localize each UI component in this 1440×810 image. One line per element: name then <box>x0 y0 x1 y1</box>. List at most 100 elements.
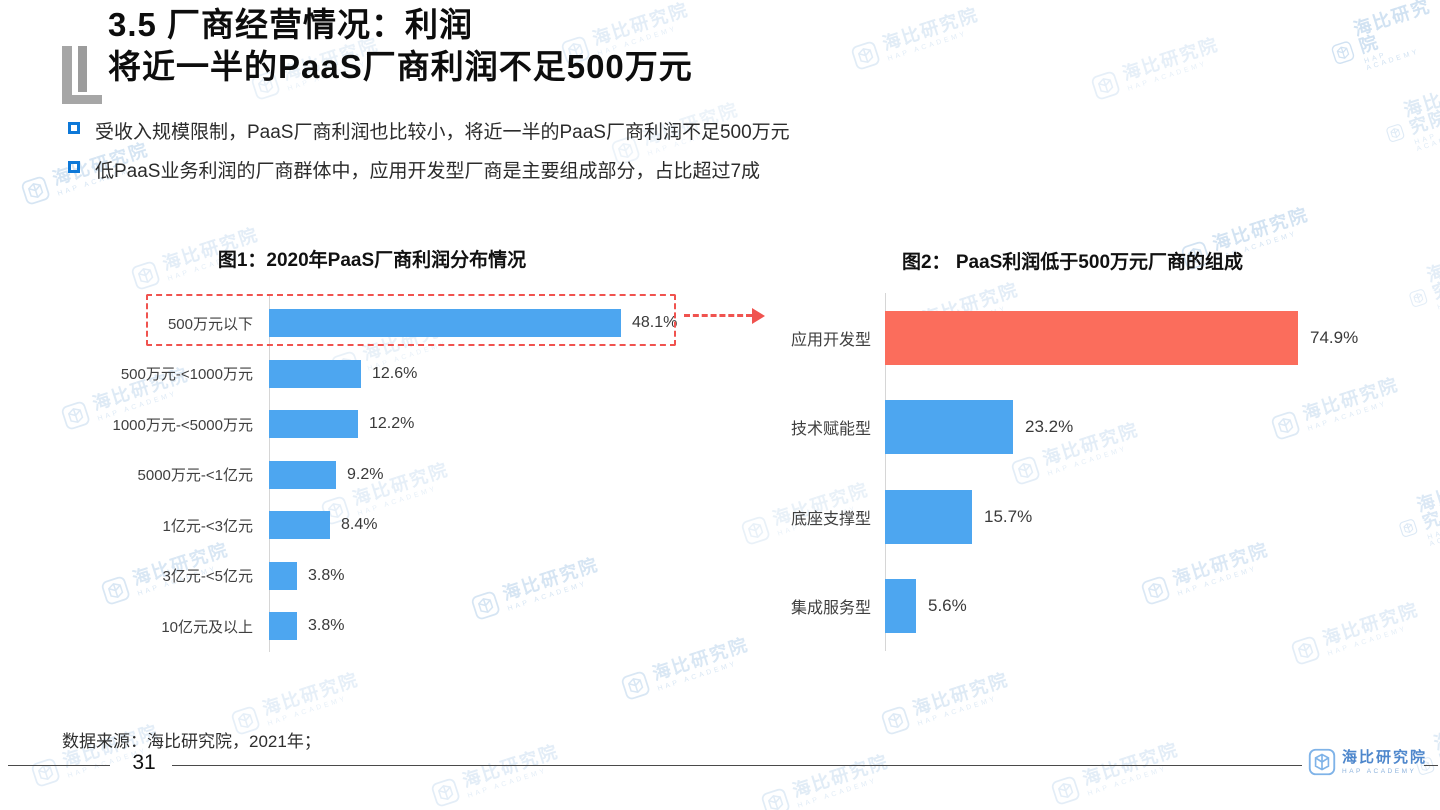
value-label: 23.2% <box>1025 417 1074 437</box>
category-label: 1亿元-<3亿元 <box>162 517 253 535</box>
value-label: 3.8% <box>308 617 345 635</box>
watermark-subtext: HAP ACADEMY <box>466 767 549 800</box>
value-label: 12.6% <box>372 364 418 382</box>
bar-row: 1亿元-<3亿元 8.4% <box>62 500 682 551</box>
bar <box>269 359 361 388</box>
bracket-bar <box>62 95 102 104</box>
footer-rule-left <box>8 765 110 766</box>
slide-title-line1: 3.5 厂商经营情况：利润 <box>108 6 474 43</box>
bar <box>269 410 358 439</box>
bar-row: 技术赋能型 23.2% <box>770 383 1375 473</box>
bar <box>885 579 916 634</box>
brand-logo: 海比研究院 HAP ACADEMY <box>1308 748 1427 776</box>
highlight-arrow-head-icon <box>752 308 765 324</box>
bar <box>885 310 1298 365</box>
watermark-subtext: HAP ACADEMY <box>796 777 879 810</box>
bar <box>269 460 336 489</box>
bar-row: 500万元-<1000万元 12.6% <box>62 349 682 400</box>
square-bullet-icon <box>68 161 80 173</box>
bar-row: 底座支撑型 15.7% <box>770 472 1375 562</box>
bullet-item: 受收入规模限制，PaaS厂商利润也比较小，将近一半的PaaS厂商利润不足500万… <box>68 117 790 144</box>
data-source-note: 数据来源：海比研究院，2021年； <box>62 732 321 751</box>
value-label: 5.6% <box>928 596 967 616</box>
page-number: 31 <box>132 751 156 774</box>
bullet-list: 受收入规模限制，PaaS厂商利润也比较小，将近一半的PaaS厂商利润不足500万… <box>68 117 790 195</box>
brand-logo-text: 海比研究院 <box>1342 748 1428 766</box>
cube-3d-icon <box>881 706 910 735</box>
category-label: 技术赋能型 <box>790 421 871 439</box>
bullet-text: 受收入规模限制，PaaS厂商利润也比较小，将近一半的PaaS厂商利润不足500万… <box>95 122 790 143</box>
chart1-title: 图1：2020年PaaS厂商利润分布情况 <box>217 250 527 271</box>
watermark-text: 海比研究院 <box>1120 34 1222 85</box>
category-label: 500万元以下 <box>167 315 253 333</box>
value-label: 12.2% <box>369 415 415 433</box>
watermark-subtext: HAP ACADEMY <box>886 30 969 63</box>
value-label: 9.2% <box>347 465 384 483</box>
cube-3d-icon <box>851 41 880 70</box>
bullet-text: 低PaaS业务利润的厂商群体中，应用开发型厂商是主要组成部分，占比超过7成 <box>95 161 761 182</box>
chart2-axis-line <box>885 293 886 651</box>
highlight-dashed-box <box>146 294 676 346</box>
category-label: 5000万元-<1亿元 <box>137 467 253 485</box>
watermark-subtext: HAP ACADEMY <box>1126 60 1209 93</box>
chart2-plot: 应用开发型 74.9% 技术赋能型 23.2% 底座支撑型 15.7% 集成服务型 5.6% <box>770 293 1375 651</box>
cube-3d-icon <box>621 671 650 700</box>
watermark-subtext: HAP ACADEMY <box>656 660 739 693</box>
bar-row: 3亿元-<5亿元 3.8% <box>62 551 682 602</box>
slide-title: 3.5 厂商经营情况：利润 将近一半的PaaS厂商利润不足500万元 <box>108 4 693 88</box>
chart2-title: 图2： PaaS利润低于500万元厂商的组成 <box>901 252 1244 273</box>
cube-3d-icon <box>1091 71 1120 100</box>
cube-3d-icon <box>1409 288 1428 307</box>
watermark-text: 海比研究院 <box>460 741 562 792</box>
bar-row: 1000万元-<5000万元 12.2% <box>62 399 682 450</box>
category-label: 集成服务型 <box>790 600 871 618</box>
watermark-text: 海比研究院 <box>1351 0 1434 57</box>
category-label: 应用开发型 <box>790 331 871 349</box>
category-label: 1000万元-<5000万元 <box>112 416 254 434</box>
bar <box>269 561 297 590</box>
chart1-plot: 500万元以下 48.1% 500万元-<1000万元 12.6% 1000万元-<50… <box>62 298 682 652</box>
bar <box>885 489 972 544</box>
slide-title-line2: 将近一半的PaaS厂商利润不足500万元 <box>108 48 693 86</box>
category-label: 10亿元及以上 <box>161 618 253 636</box>
bar-row: 5000万元-<1亿元 9.2% <box>62 450 682 501</box>
watermark-subtext: HAP ACADEMY <box>1413 129 1440 154</box>
watermark-text: 海比研究院 <box>1431 716 1440 771</box>
cube-3d-icon <box>431 778 460 807</box>
watermark-text: 海比研究院 <box>260 669 362 720</box>
bar <box>269 612 297 641</box>
cube-3d-icon <box>1308 748 1336 776</box>
footer-rule-right <box>1424 765 1438 766</box>
value-label: 8.4% <box>341 516 378 534</box>
bar <box>269 309 621 338</box>
bracket-bar <box>62 46 72 104</box>
category-label: 500万元-<1000万元 <box>120 366 253 384</box>
value-label: 3.8% <box>308 566 345 584</box>
category-label: 3亿元-<5亿元 <box>162 568 253 586</box>
square-bullet-icon <box>68 122 80 134</box>
watermark-subtext: HAP ACADEMY <box>1363 48 1421 72</box>
watermark-text: 海比研究院 <box>790 751 892 802</box>
cube-3d-icon <box>1399 518 1418 537</box>
bracket-bar <box>78 46 87 92</box>
watermark-text: 海比研究院 <box>1424 248 1440 303</box>
bar <box>269 511 330 540</box>
cube-3d-icon <box>21 176 50 205</box>
bar-row: 10亿元及以上 3.8% <box>62 601 682 652</box>
watermark-text: 海比研究院 <box>1414 478 1440 533</box>
bullet-item: 低PaaS业务利润的厂商群体中，应用开发型厂商是主要组成部分，占比超过7成 <box>68 156 790 183</box>
cube-3d-icon <box>1331 40 1355 64</box>
value-label: 15.7% <box>984 506 1033 526</box>
brand-logo-subtext: HAP ACADEMY <box>1342 767 1417 775</box>
